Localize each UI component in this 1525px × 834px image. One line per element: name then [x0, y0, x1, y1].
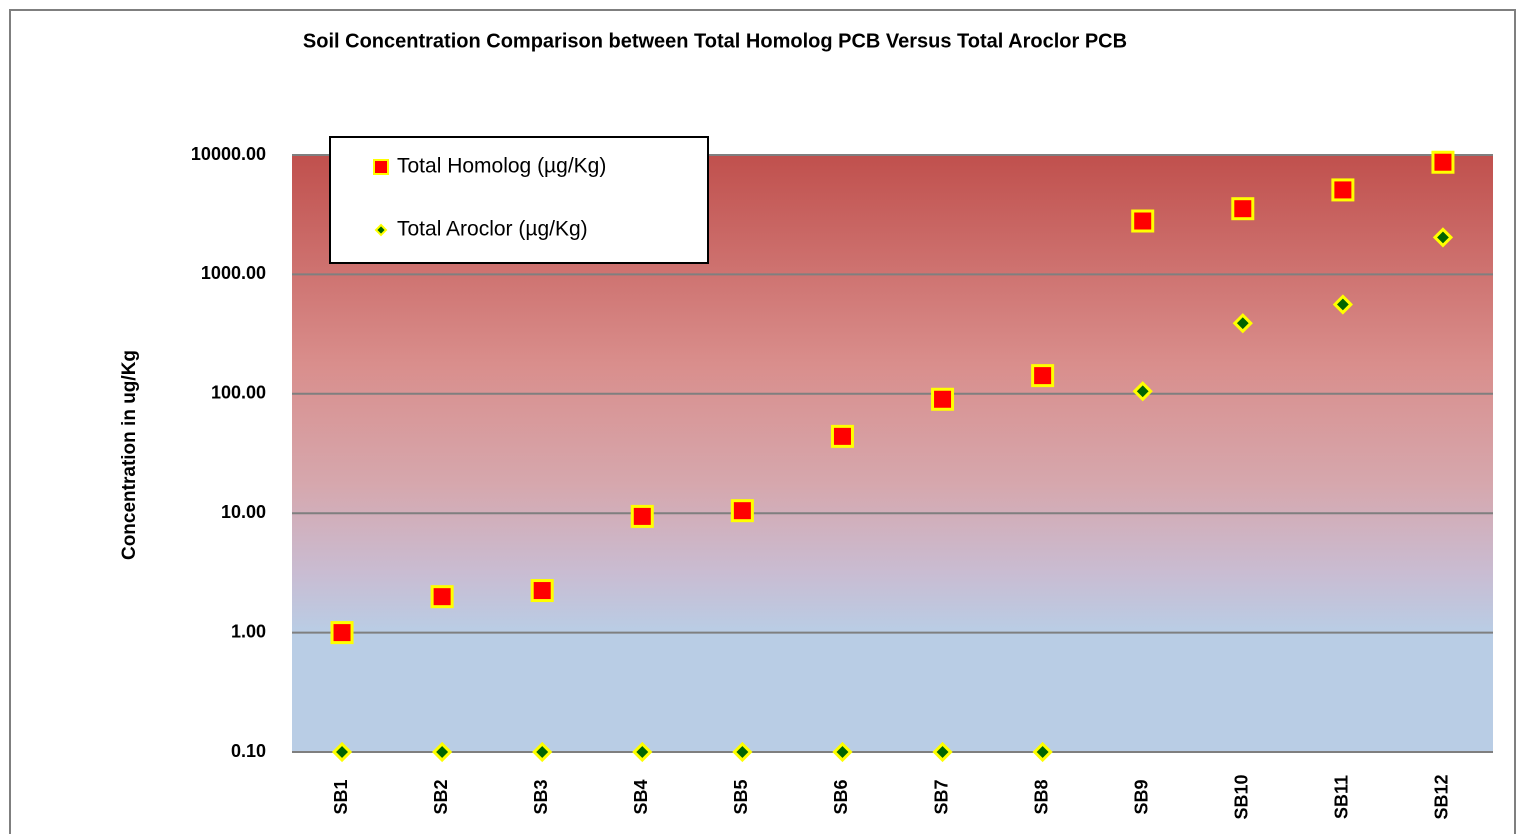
marker-diamond	[432, 741, 453, 763]
marker-square	[630, 504, 654, 528]
marker-diamond	[632, 741, 653, 763]
x-tick-label: SB5	[731, 779, 751, 814]
marker-square	[1231, 197, 1255, 221]
x-tick-label: SB8	[1031, 779, 1051, 814]
y-tick-label: 1000.00	[201, 263, 266, 283]
legend-box	[329, 136, 709, 264]
marker-square	[330, 621, 354, 645]
marker-square	[1331, 178, 1355, 202]
marker-diamond	[832, 741, 853, 763]
y-tick-label: 10000.00	[191, 144, 266, 164]
x-tick-label: SB3	[531, 779, 551, 814]
marker-square	[1131, 209, 1155, 233]
legend-marker	[374, 223, 388, 237]
chart-title: Soil Concentration Comparison between To…	[303, 30, 1127, 52]
marker-diamond	[532, 741, 553, 763]
legend-marker	[373, 159, 389, 175]
marker-square	[830, 424, 854, 448]
marker-square	[931, 387, 955, 411]
y-tick-label: 10.00	[221, 502, 266, 522]
x-tick-label: SB7	[931, 779, 951, 814]
marker-diamond	[732, 741, 753, 763]
legend-label: Total Aroclor (µg/Kg)	[397, 218, 588, 241]
marker-diamond	[1232, 313, 1253, 334]
x-tick-label: SB12	[1432, 774, 1452, 819]
marker-diamond	[1432, 227, 1454, 248]
x-tick-label: SB11	[1332, 775, 1352, 819]
marker-diamond	[1032, 741, 1053, 763]
marker-square	[1031, 364, 1055, 388]
marker-diamond	[331, 741, 353, 763]
chart-frame	[9, 9, 1516, 834]
marker-square	[1431, 150, 1455, 174]
marker-diamond	[1132, 381, 1153, 402]
y-tick-label: 100.00	[211, 383, 266, 403]
y-tick-label: 0.10	[231, 741, 266, 761]
y-tick-label: 1.00	[231, 621, 266, 641]
x-tick-label: SB1	[331, 779, 351, 814]
x-tick-label: SB10	[1232, 774, 1252, 819]
x-tick-label: SB4	[631, 779, 651, 814]
x-tick-label: SB6	[831, 779, 851, 814]
marker-diamond	[1332, 294, 1354, 315]
x-tick-label: SB9	[1131, 779, 1151, 814]
x-tick-label: SB2	[431, 779, 451, 814]
y-axis-label: Concentration in ug/Kg	[119, 350, 140, 560]
marker-square	[530, 579, 554, 603]
marker-square	[430, 585, 454, 609]
legend-label: Total Homolog (µg/Kg)	[397, 155, 606, 178]
marker-square	[730, 499, 754, 523]
marker-diamond	[932, 741, 953, 763]
